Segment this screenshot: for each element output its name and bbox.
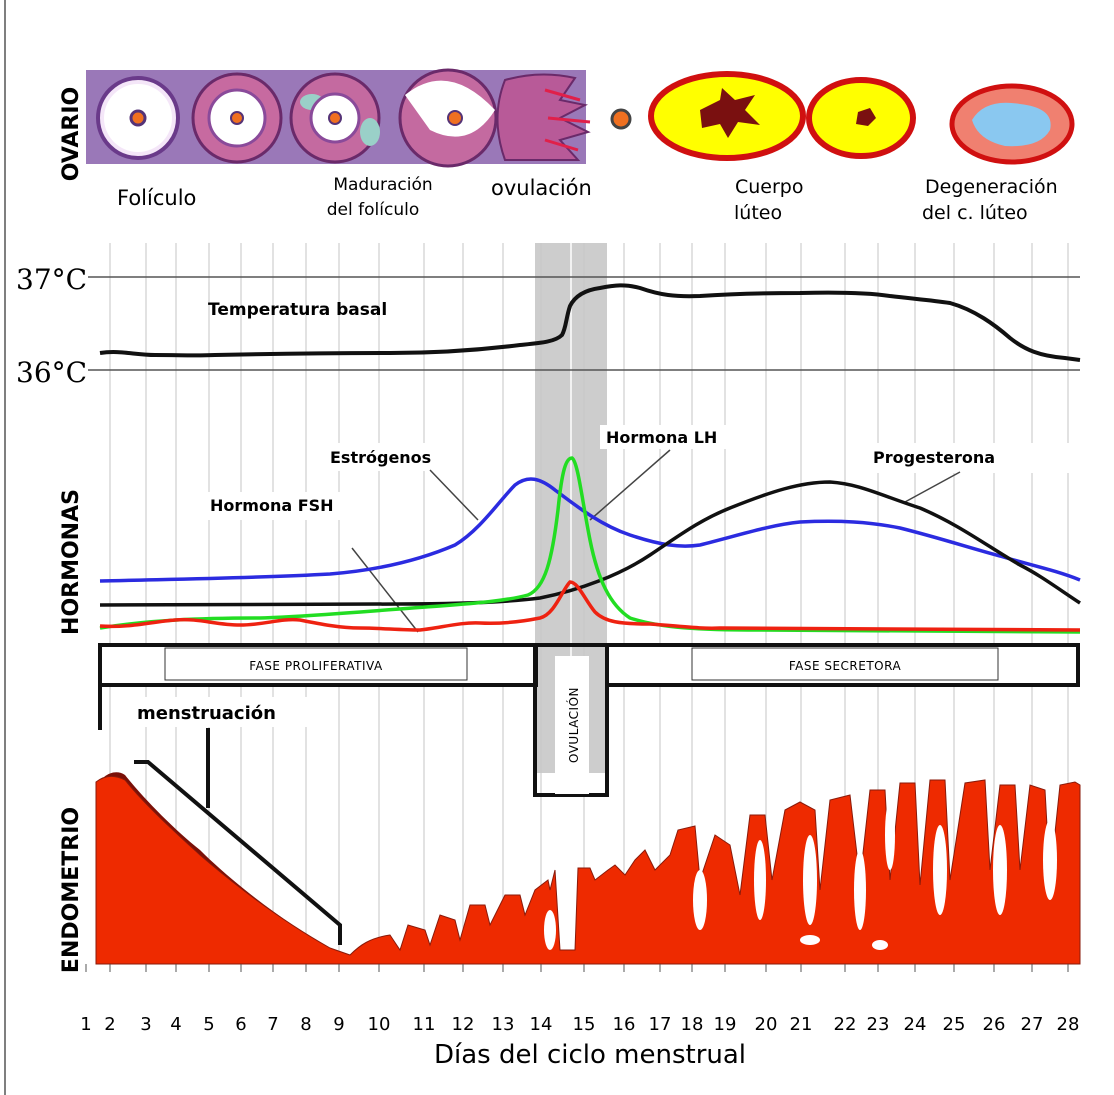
menstruation-label-bg [120, 697, 330, 727]
label-cuerpo-2: lúteo [734, 202, 782, 224]
label-foliculo: Folículo [117, 186, 196, 210]
released-oocyte [610, 108, 632, 130]
temp-curve-label: Temperatura basal [208, 300, 387, 320]
progesterone-curve [99, 480, 1081, 607]
x-tick-label: 13 [492, 1014, 515, 1035]
x-tick-label: 22 [834, 1014, 857, 1035]
x-tick-label: 23 [867, 1014, 890, 1035]
x-tick-label: 10 [368, 1014, 391, 1035]
x-tick-label: 19 [714, 1014, 737, 1035]
follicle-1 [96, 76, 180, 160]
x-axis-title: Días del ciclo menstrual [434, 1040, 746, 1070]
fsh-leader [351, 547, 419, 633]
x-tick-label: 16 [613, 1014, 636, 1035]
x-tick-label: 5 [203, 1014, 214, 1035]
menstruation-bracket [134, 760, 342, 945]
x-tick-label: 17 [649, 1014, 672, 1035]
x-tick-label: 1 [80, 1014, 91, 1035]
follicle-4 [398, 68, 498, 168]
corpus-luteum-1 [648, 71, 806, 161]
follicle-5 [496, 73, 591, 161]
basal-temperature-curve [99, 283, 1081, 362]
follicle-3 [289, 72, 381, 164]
fsh-curve [99, 580, 1081, 632]
proliferative-label-box [164, 647, 468, 681]
x-tick-label: 7 [267, 1014, 278, 1035]
label-lh: Hormona LH [606, 428, 717, 447]
x-tick-label: 21 [790, 1014, 813, 1035]
x-tick-label: 24 [904, 1014, 927, 1035]
label-degeneracion-2: del c. lúteo [922, 202, 1028, 224]
x-tick-label: 18 [681, 1014, 704, 1035]
label-ovulacion: ovulación [491, 176, 592, 200]
x-axis-ticks: 1 2 3 4 5 6 7 8 9 10 11 12 13 14 15 16 17 18 19 20 21 22 23 24 2… [80, 964, 1079, 1035]
temp-tick-36: 36°C [16, 356, 87, 389]
x-tick-label: 2 [104, 1014, 115, 1035]
endometrial-glands [544, 800, 1057, 950]
x-tick-label: 25 [943, 1014, 966, 1035]
label-menstruacion: menstruación [137, 703, 276, 724]
endometrium-lining [95, 776, 1081, 965]
ovulation-phase-box [533, 643, 609, 797]
x-tick-label: 15 [573, 1014, 596, 1035]
x-tick-label: 3 [140, 1014, 151, 1035]
progesterone-leader [904, 471, 961, 503]
x-tick-label: 12 [452, 1014, 475, 1035]
section-label-hormonas: HORMONAS [59, 489, 84, 635]
phase-ovulacion: OVULACIÓN [566, 687, 581, 763]
section-label-endometrio: ENDOMETRIO [59, 807, 84, 973]
phase-secretora: FASE SECRETORA [789, 659, 902, 673]
estrogen-label-bg [330, 443, 460, 471]
lh-curve [99, 456, 1081, 634]
corpus-luteum-2 [806, 77, 916, 159]
label-cuerpo-1: Cuerpo [735, 176, 804, 198]
label-maduracion-1: Maduración [333, 175, 432, 195]
label-fsh: Hormona FSH [210, 496, 334, 515]
label-estrogenos: Estrógenos [330, 448, 431, 467]
x-tick-label: 6 [235, 1014, 246, 1035]
label-maduracion-2: del folículo [327, 200, 419, 220]
x-tick-label: 11 [413, 1014, 436, 1035]
section-label-ovario: OVARIO [59, 87, 84, 182]
x-tick-label: 26 [983, 1014, 1006, 1035]
x-tick-label: 27 [1021, 1014, 1044, 1035]
estrogen-curve [99, 477, 1081, 583]
ovary-illustration [86, 68, 1075, 168]
x-tick-label: 14 [530, 1014, 553, 1035]
x-tick-label: 4 [170, 1014, 181, 1035]
phase-proliferativa: FASE PROLIFERATIVA [249, 659, 383, 673]
estrogen-leader [429, 469, 479, 521]
lh-label-bg [600, 425, 730, 449]
label-degeneracion-1: Degeneración [925, 176, 1058, 198]
x-tick-label: 28 [1057, 1014, 1080, 1035]
fsh-label-bg [200, 492, 370, 520]
x-tick-label: 8 [300, 1014, 311, 1035]
x-tick-label: 20 [755, 1014, 778, 1035]
ovulation-label-box [555, 656, 589, 794]
label-progesterona: Progesterona [873, 448, 995, 467]
corpus-albicans [949, 83, 1075, 165]
secretory-label-box [691, 647, 999, 681]
lh-leader [589, 449, 671, 521]
temp-tick-37: 37°C [16, 263, 87, 296]
follicle-2 [191, 72, 283, 164]
x-tick-label: 9 [333, 1014, 344, 1035]
progesterone-label-bg [860, 443, 1090, 473]
